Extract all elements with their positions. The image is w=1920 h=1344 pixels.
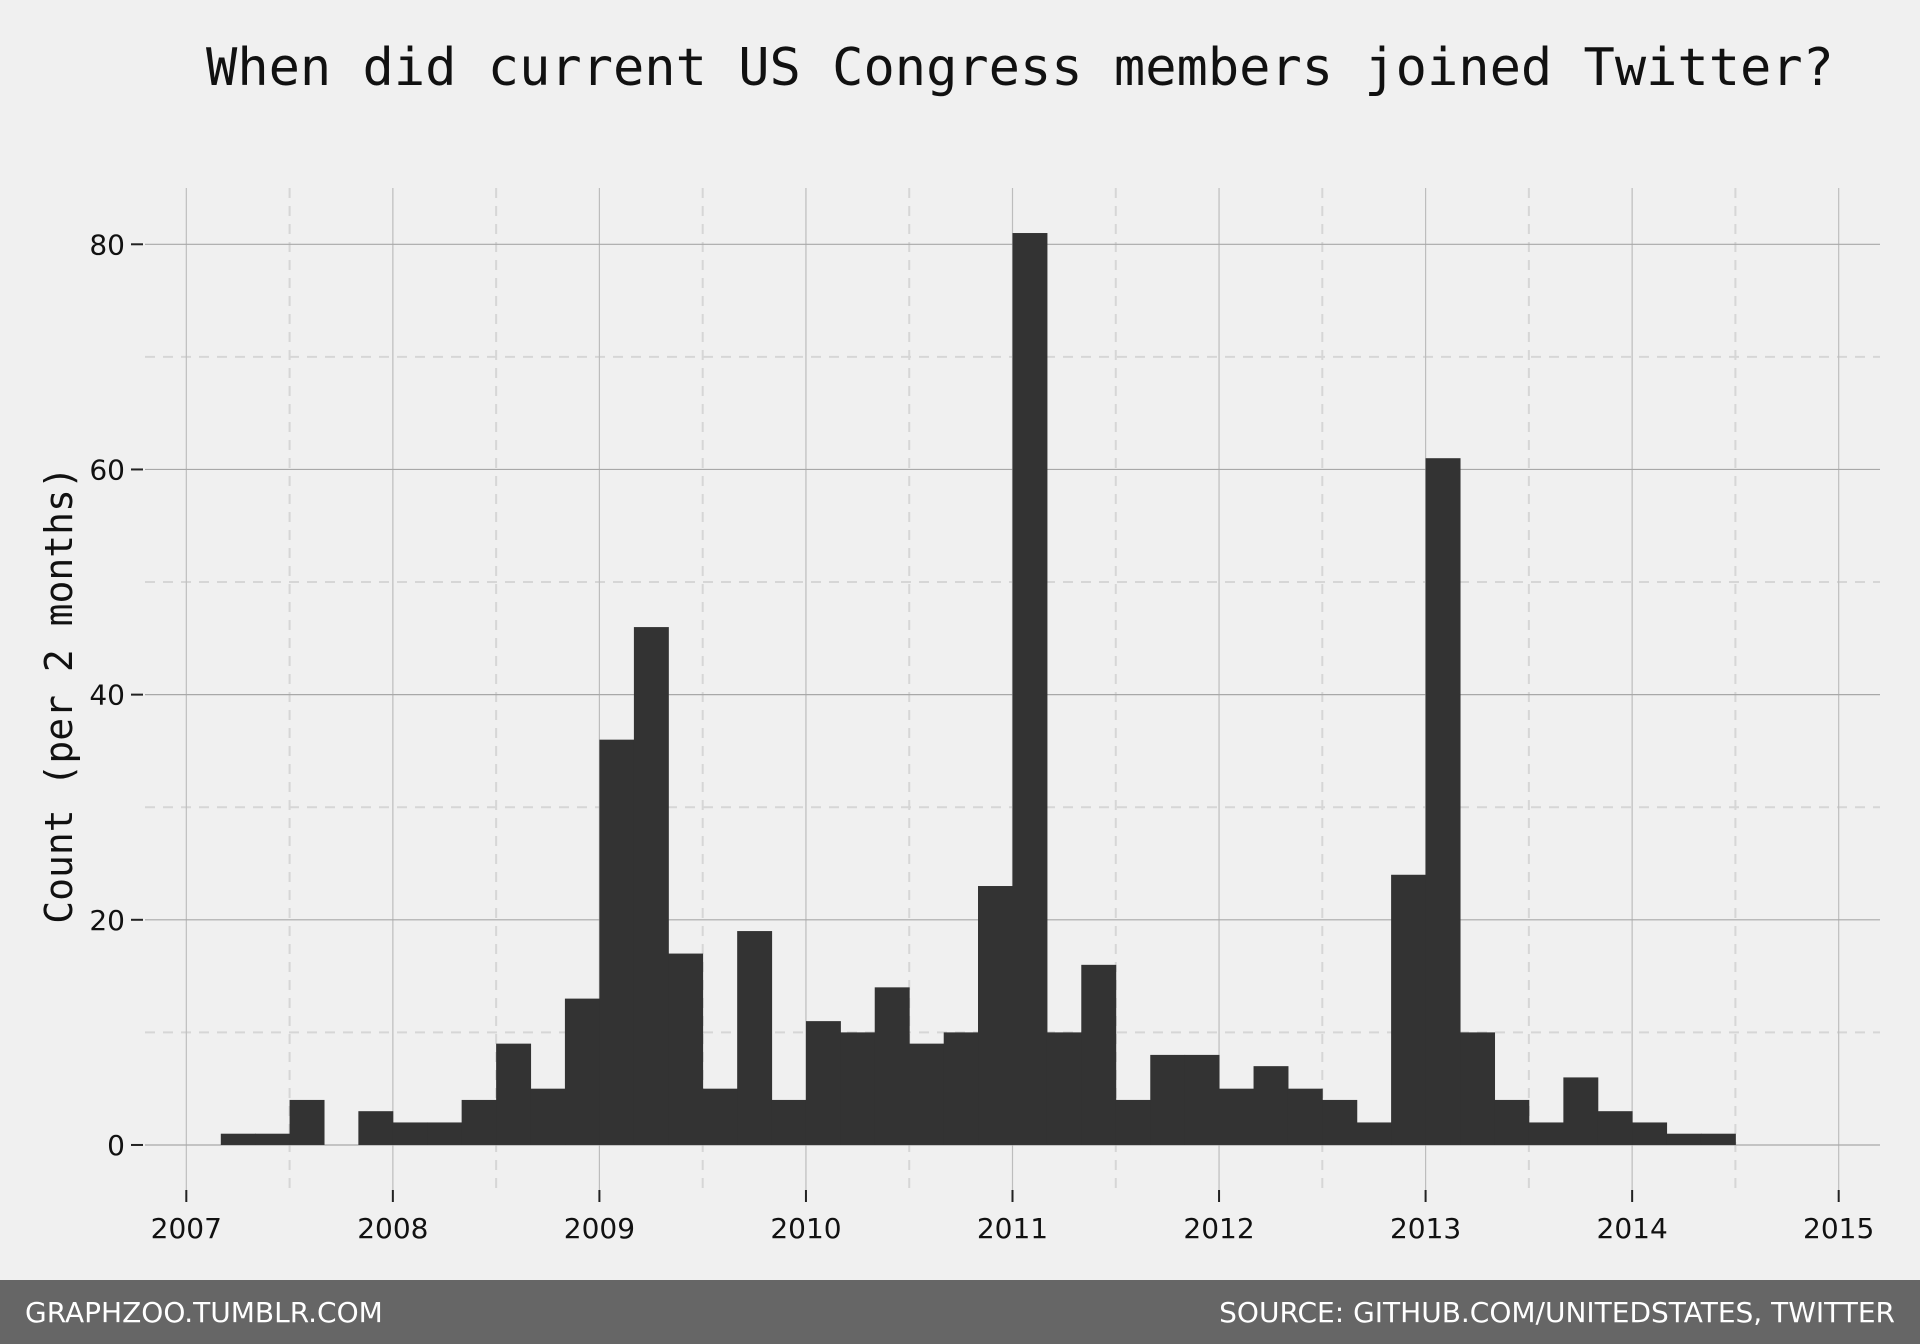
histogram-bar <box>1081 964 1117 1145</box>
y-axis-label: Count (per 2 months) <box>37 466 81 924</box>
y-tick-label: 20 <box>89 904 125 937</box>
histogram-bar <box>358 1111 394 1145</box>
histogram-bar <box>874 987 910 1145</box>
histogram-bar <box>1012 233 1048 1145</box>
footer-source: SOURCE: GITHUB.COM/UNITEDSTATES, TWITTER <box>1219 1296 1895 1329</box>
histogram-bar <box>1391 874 1427 1145</box>
histogram-bar <box>255 1133 291 1145</box>
histogram-bar <box>909 1043 945 1145</box>
x-tick-label: 2013 <box>1390 1212 1461 1245</box>
footer-bar: GRAPHZOO.TUMBLR.COM SOURCE: GITHUB.COM/U… <box>0 1280 1920 1344</box>
histogram-bar <box>1632 1122 1668 1145</box>
x-tick-label: 2012 <box>1183 1212 1254 1245</box>
y-axis: 0 20 40 60 80 <box>89 228 143 1162</box>
histogram-bar <box>1322 1099 1358 1145</box>
histogram-bar <box>771 1099 807 1145</box>
histogram-bar <box>1046 1032 1082 1145</box>
x-tick-label: 2009 <box>564 1212 635 1245</box>
histogram-bar <box>496 1043 532 1145</box>
histogram-bar <box>220 1133 256 1145</box>
histogram-bar <box>392 1122 428 1145</box>
histogram-bar <box>1219 1088 1254 1145</box>
histogram-bar <box>1253 1066 1289 1145</box>
histogram-bar <box>943 1032 979 1145</box>
histogram-bar <box>1528 1122 1564 1145</box>
y-tick-label: 40 <box>89 679 125 712</box>
histogram-bar <box>978 886 1013 1145</box>
histogram-bar <box>1563 1077 1599 1145</box>
x-tick-label: 2011 <box>977 1212 1048 1245</box>
y-tick-label: 0 <box>107 1129 125 1162</box>
x-tick-label: 2010 <box>770 1212 841 1245</box>
histogram-bar <box>668 953 704 1145</box>
histogram-bar <box>427 1122 463 1145</box>
x-tick-label: 2014 <box>1597 1212 1668 1245</box>
histogram-bar <box>1666 1133 1702 1145</box>
x-axis: 2007 2008 2009 2010 2011 2012 2013 2014 2015 <box>151 1190 1874 1245</box>
y-tick-label: 60 <box>89 453 125 486</box>
histogram-bar <box>530 1088 566 1145</box>
histogram-bar <box>1150 1054 1186 1145</box>
histogram-bar <box>599 739 635 1145</box>
histogram-bars <box>220 233 1736 1145</box>
x-tick-label: 2008 <box>357 1212 428 1245</box>
histogram-bar <box>1494 1099 1530 1145</box>
x-tick-label: 2007 <box>151 1212 222 1245</box>
y-tick-label: 80 <box>89 228 125 261</box>
histogram-bar <box>1115 1099 1151 1145</box>
histogram-bar <box>1287 1088 1323 1145</box>
histogram-bar <box>633 627 669 1145</box>
histogram-bar <box>564 998 600 1145</box>
histogram-bar <box>840 1032 876 1145</box>
histogram-bar <box>461 1099 497 1145</box>
histogram-bar <box>1597 1111 1633 1145</box>
histogram-bar <box>1184 1054 1220 1145</box>
histogram-bar <box>702 1088 738 1145</box>
histogram-bar <box>1356 1122 1392 1145</box>
histogram-bar <box>737 931 773 1145</box>
x-tick-label: 2015 <box>1803 1212 1874 1245</box>
histogram-bar <box>1425 458 1461 1145</box>
histogram-bar <box>289 1099 325 1145</box>
histogram-bar <box>805 1021 841 1145</box>
histogram-bar <box>1700 1133 1736 1145</box>
footer-credit: GRAPHZOO.TUMBLR.COM <box>25 1296 383 1329</box>
histogram-bar <box>1460 1032 1496 1145</box>
chart-title: When did current US Congress members joi… <box>206 38 1834 98</box>
